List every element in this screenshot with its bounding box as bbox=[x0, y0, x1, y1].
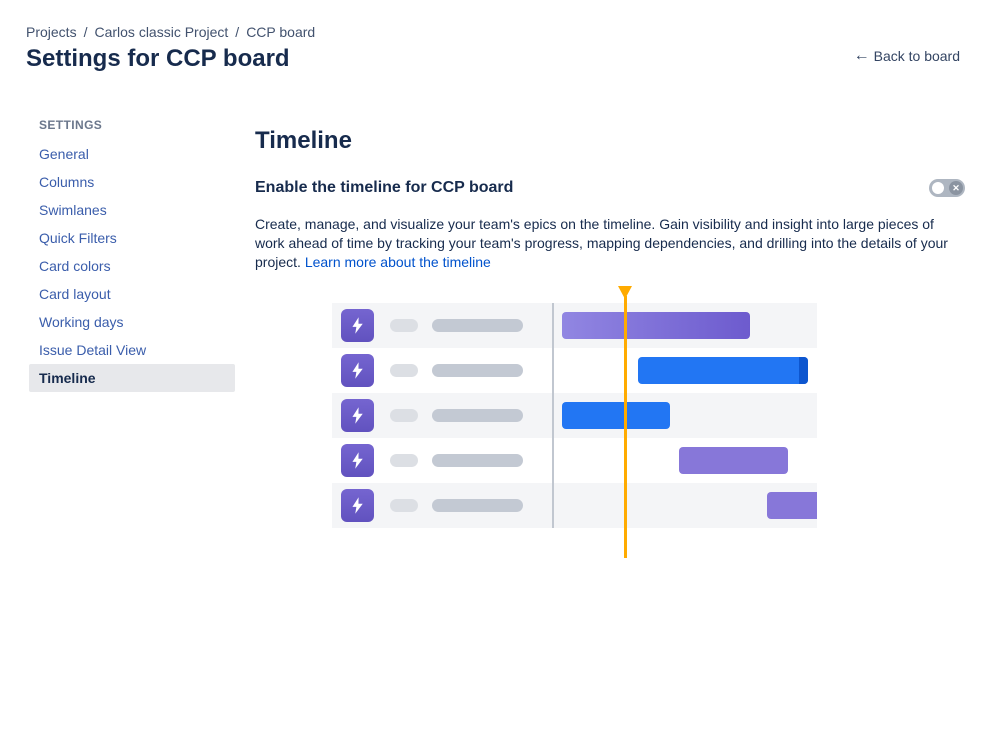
row-divider bbox=[552, 348, 554, 393]
placeholder-pill-large bbox=[432, 409, 523, 422]
timeline-row bbox=[332, 483, 817, 528]
placeholder-pill-large bbox=[432, 319, 523, 332]
timeline-row bbox=[332, 393, 817, 438]
row-divider bbox=[552, 438, 554, 483]
timeline-toggle[interactable]: ✕ bbox=[929, 179, 965, 197]
breadcrumb: Projects / Carlos classic Project / CCP boar… bbox=[26, 24, 315, 40]
timeline-description: Create, manage, and visualize your team'… bbox=[255, 215, 950, 272]
toggle-cross-icon: ✕ bbox=[949, 181, 963, 195]
timeline-row bbox=[332, 303, 817, 348]
sidebar-nav: General Columns Swimlanes Quick Filters Card… bbox=[29, 140, 235, 392]
epic-lightning-icon bbox=[341, 309, 374, 342]
today-marker-triangle-icon bbox=[618, 286, 632, 299]
bar-drag-handle bbox=[799, 357, 809, 384]
timeline-row bbox=[332, 348, 817, 393]
sidebar-item-swimlanes[interactable]: Swimlanes bbox=[39, 202, 107, 218]
timeline-row bbox=[332, 438, 817, 483]
placeholder-pill-small bbox=[390, 454, 418, 467]
epic-lightning-icon bbox=[341, 354, 374, 387]
row-divider bbox=[552, 483, 554, 528]
timeline-rows bbox=[332, 303, 817, 528]
placeholder-pill-large bbox=[432, 499, 523, 512]
sidebar-item-timeline[interactable]: Timeline bbox=[29, 364, 235, 392]
epic-lightning-icon bbox=[341, 444, 374, 477]
breadcrumb-board[interactable]: CCP board bbox=[246, 24, 316, 40]
description-text: Create, manage, and visualize your team'… bbox=[255, 216, 948, 270]
epic-bar bbox=[561, 402, 670, 429]
sidebar-item-columns[interactable]: Columns bbox=[39, 174, 95, 190]
today-marker-line bbox=[623, 296, 627, 558]
timeline-lane bbox=[554, 348, 817, 393]
row-divider bbox=[552, 393, 554, 438]
epic-lightning-icon bbox=[341, 399, 374, 432]
sidebar-item-general[interactable]: General bbox=[39, 146, 89, 162]
sidebar-item-card-colors[interactable]: Card colors bbox=[39, 258, 111, 274]
epic-bar bbox=[561, 312, 750, 339]
sidebar-item-quick-filters[interactable]: Quick Filters bbox=[39, 230, 117, 246]
row-left-placeholders bbox=[332, 309, 552, 342]
epic-bar bbox=[637, 357, 809, 384]
enable-timeline-row: Enable the timeline for CCP board ✕ bbox=[255, 178, 965, 198]
epic-bar bbox=[767, 492, 817, 519]
section-heading: Timeline bbox=[255, 127, 352, 154]
sidebar-item-card-layout[interactable]: Card layout bbox=[39, 286, 111, 302]
placeholder-pill-large bbox=[432, 454, 523, 467]
main-content: Timeline Enable the timeline for CCP boa… bbox=[255, 126, 965, 558]
epic-lightning-icon bbox=[341, 489, 374, 522]
enable-timeline-label: Enable the timeline for CCP board bbox=[255, 179, 514, 196]
timeline-illustration bbox=[332, 286, 817, 558]
row-left-placeholders bbox=[332, 489, 552, 522]
row-left-placeholders bbox=[332, 399, 552, 432]
row-left-placeholders bbox=[332, 354, 552, 387]
breadcrumb-separator: / bbox=[235, 24, 240, 40]
page-title: Settings for CCP board bbox=[26, 45, 290, 72]
back-to-board-link[interactable]: ← Back to board bbox=[853, 47, 960, 65]
breadcrumb-separator: / bbox=[83, 24, 88, 40]
timeline-lane bbox=[554, 303, 817, 348]
sidebar-item-issue-detail-view[interactable]: Issue Detail View bbox=[39, 342, 147, 358]
placeholder-pill-small bbox=[390, 409, 418, 422]
settings-sidebar: SETTINGS General Columns Swimlanes Quick Fi… bbox=[29, 118, 235, 392]
learn-more-link[interactable]: Learn more about the timeline bbox=[304, 254, 491, 270]
placeholder-pill-small bbox=[390, 319, 418, 332]
placeholder-pill-small bbox=[390, 364, 418, 377]
sidebar-item-working-days[interactable]: Working days bbox=[39, 314, 124, 330]
timeline-lane bbox=[554, 438, 817, 483]
placeholder-pill-small bbox=[390, 499, 418, 512]
row-left-placeholders bbox=[332, 444, 552, 477]
breadcrumb-project[interactable]: Carlos classic Project bbox=[94, 24, 229, 40]
toggle-knob bbox=[932, 182, 944, 194]
back-to-board-label: Back to board bbox=[873, 48, 960, 64]
timeline-lane bbox=[554, 393, 817, 438]
epic-bar bbox=[679, 447, 789, 474]
timeline-lane bbox=[554, 483, 817, 528]
breadcrumb-projects[interactable]: Projects bbox=[26, 24, 77, 40]
left-arrow-icon: ← bbox=[853, 47, 870, 64]
placeholder-pill-large bbox=[432, 364, 523, 377]
row-divider bbox=[552, 303, 554, 348]
sidebar-heading: SETTINGS bbox=[39, 118, 103, 132]
